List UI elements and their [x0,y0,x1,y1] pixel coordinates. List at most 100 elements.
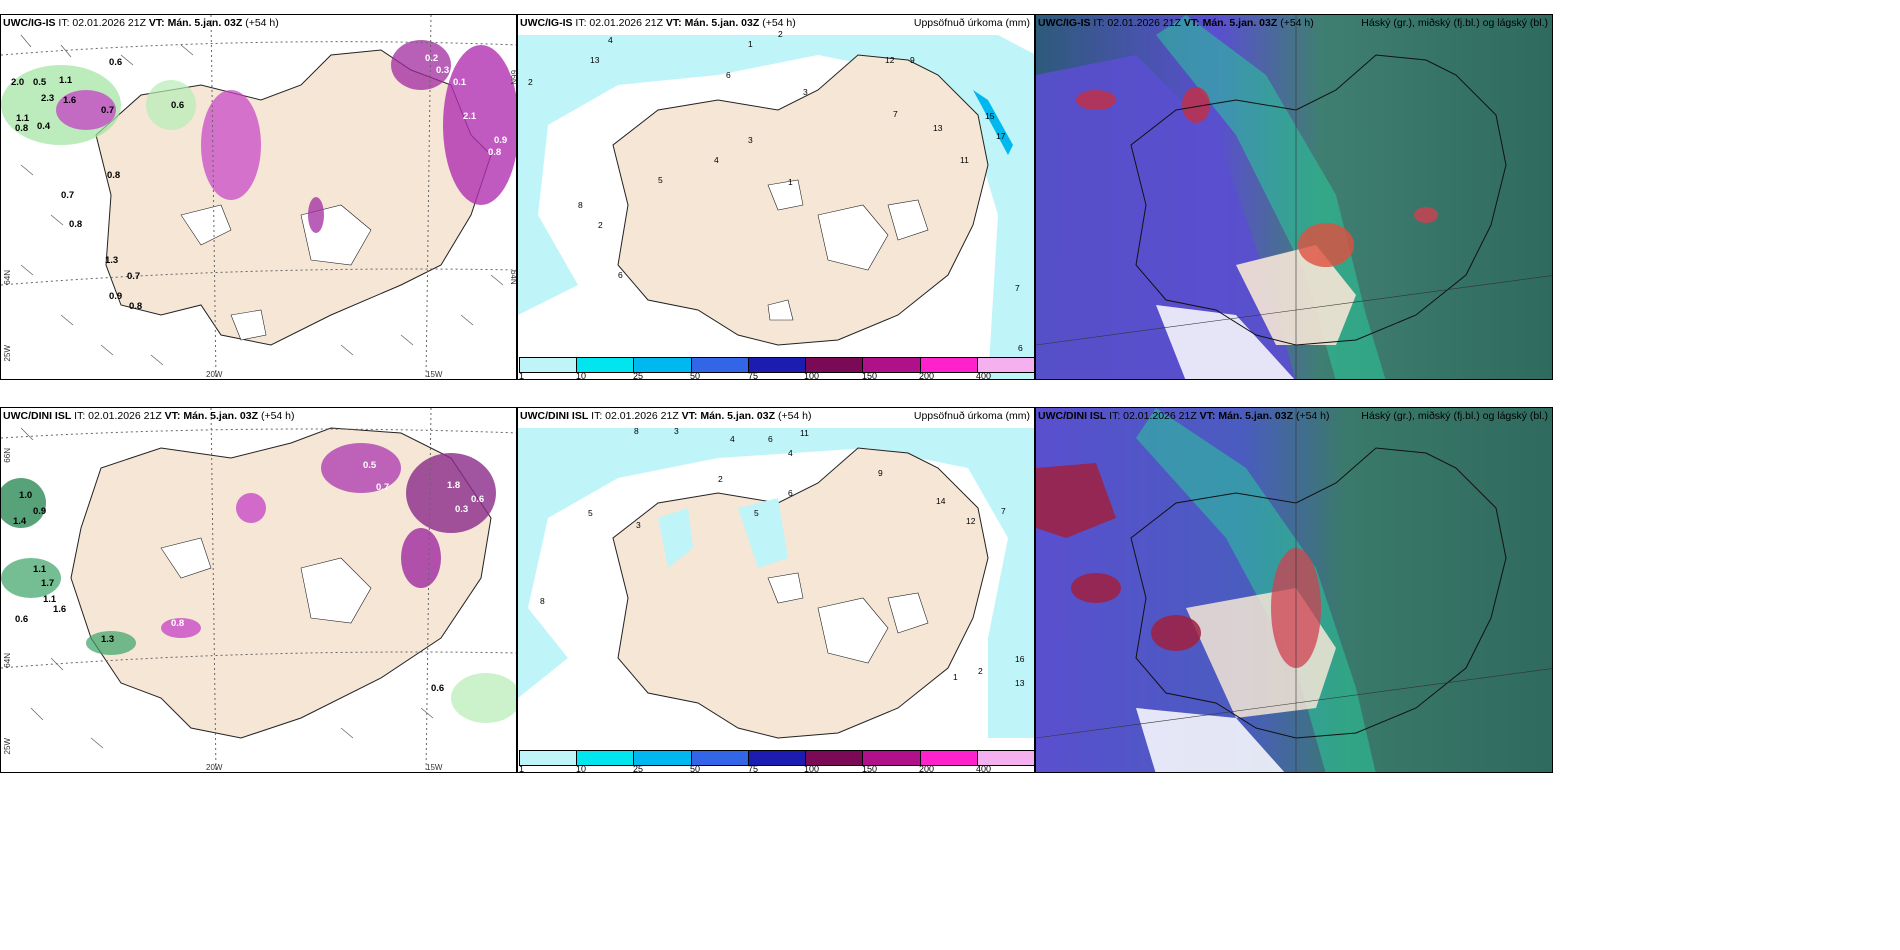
precip-green [1,558,61,598]
colorbar-segment [520,358,578,372]
precip-magenta [308,197,324,233]
cloud-red [1182,87,1210,123]
map-panel-r2-wind: UWC/DINI ISL IT: 02.01.2026 21Z VT: Mán.… [0,407,517,773]
valid-time: VT: Mán. 5.jan. 03Z [665,17,760,29]
model-name: UWC/DINI ISL [1038,410,1107,422]
precip-value: 7 [1001,506,1006,516]
value-label: 1.3 [105,255,119,266]
glacier [300,557,372,624]
colorbar-segment [806,751,864,765]
value-label: 1.1 [16,113,30,124]
precip-value: 3 [636,520,641,530]
map-panel-r1-wind: UWC/IG-IS IT: 02.01.2026 21Z VT: Mán. 5.… [0,14,517,380]
colorbar-segment [577,751,635,765]
value-label: 0.8 [107,170,121,181]
value-label: 1.6 [63,95,77,106]
colorbar-tick: 150 [862,764,878,773]
glacier [767,572,804,604]
glacier [817,597,889,664]
lon-label: 25W [3,738,12,755]
model-name: UWC/IG-IS [520,17,573,29]
precip-magenta [321,443,401,493]
value-label: 1.0 [19,490,33,501]
precip-value: 6 [788,488,793,498]
precip-value: 17 [996,131,1006,141]
map-panel-r2-cloud: UWC/DINI ISL IT: 02.01.2026 21Z VT: Mán.… [1035,407,1553,773]
precip-value: 13 [1015,678,1025,688]
colorbar-tick: 200 [919,764,935,773]
value-label: 0.4 [37,121,51,132]
wind-barbs [20,427,434,749]
colorbar-tick: 100 [804,371,820,380]
precip-title: Uppsöfnuð úrkoma (mm) [913,17,1030,29]
lat-label: 64N [3,270,12,285]
colorbar-segment [691,751,749,765]
colorbar-tick: 100 [804,764,820,773]
precip-value: 4 [730,434,735,444]
precip-value: 8 [578,200,583,210]
precip-map [518,408,1034,772]
precip-value: 2 [978,666,983,676]
colorbar-segment [634,751,692,765]
value-label: 1.1 [43,594,57,605]
lat-label: 66N [509,70,517,85]
cloud-red [1414,207,1438,223]
wind-precip-map [1,15,516,379]
colorbar-tick: 25 [633,764,644,773]
colorbar-segment [977,358,1034,372]
glacier [767,179,804,211]
init-time: IT: 02.01.2026 21Z [58,17,146,29]
colorbar-tick: 25 [633,371,644,380]
value-label: 0.8 [69,219,83,230]
wind-barbs [20,34,504,366]
lead-time: (+54 h) [260,410,295,422]
colorbar-segment [977,751,1034,765]
precip-value: 7 [893,109,898,119]
lon-label: 15W [426,370,443,379]
iceland-landmass [70,427,492,739]
precip-value: 4 [608,35,613,45]
glacier [887,592,929,634]
value-label: 2.0 [11,77,25,88]
value-label: 1.1 [59,75,73,86]
precip-value: 6 [618,270,623,280]
value-label: 1.6 [53,604,67,615]
map-panel-r2-precip: UWC/DINI ISL IT: 02.01.2026 21Z VT: Mán.… [517,407,1035,773]
cloud-red [1151,615,1201,651]
colorbar-segment [634,358,692,372]
colorbar-tick: 50 [690,371,701,380]
precip-value: 13 [590,55,600,65]
precip-value: 3 [803,87,808,97]
value-label: 1.3 [101,634,115,645]
precip-value: 1 [748,39,753,49]
precip-value: 7 [1015,283,1020,293]
value-label: 2.1 [463,111,477,122]
precip-value: 6 [726,70,731,80]
precip-magenta [161,618,201,638]
value-label: 1.7 [41,578,55,589]
valid-time: VT: Mán. 5.jan. 03Z [164,410,259,422]
valid-time: VT: Mán. 5.jan. 03Z [681,410,776,422]
lead-time: (+54 h) [762,17,796,29]
precip-magenta [391,40,451,90]
precip-cyan-area [518,428,1034,738]
precip-value: 5 [754,508,759,518]
colorbar-segment [577,358,635,372]
lat-label: 64N [3,653,12,668]
precip-value: 2 [528,77,533,87]
precip-value: 12 [885,55,895,65]
lon-label: 20W [206,763,223,772]
value-label: 0.7 [376,482,390,493]
colorbar-segment [748,358,807,372]
value-label: 0.3 [455,504,469,515]
valid-time: VT: Mán. 5.jan. 03Z [1199,410,1294,422]
precip-value: 9 [878,468,883,478]
colorbar-segment [806,358,864,372]
colorbar-segment [520,751,578,765]
colorbar-tick: 10 [576,371,587,380]
precip-magenta [443,45,516,205]
lat-label: 64N [509,270,517,285]
precip-colorbar [519,357,1034,373]
colorbar-tick: 1 [519,371,525,380]
value-label: 1.8 [447,480,461,491]
